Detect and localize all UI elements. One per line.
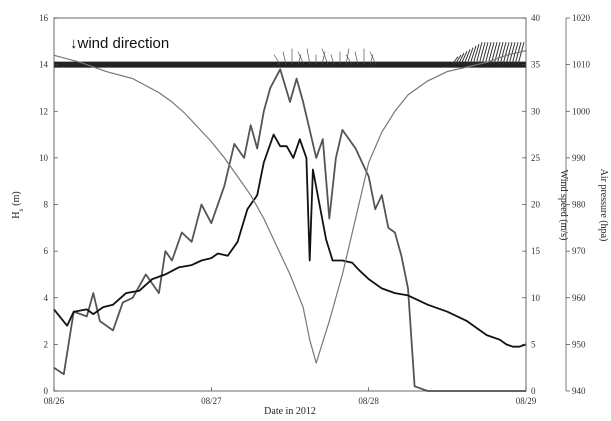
- wind-arrow: [297, 51, 305, 65]
- x-axis-title: Date in 2012: [264, 406, 316, 417]
- y-tick-label: 990: [572, 153, 586, 163]
- y-tick-label: 30: [531, 106, 541, 116]
- wind-arrow: [457, 52, 465, 65]
- y-tick-label: 15: [531, 246, 541, 256]
- wind-arrow: [354, 51, 359, 65]
- y-tick-label: 6: [44, 246, 49, 256]
- wind-arrow: [330, 54, 335, 65]
- annotation-wind-direction: ↓wind direction: [70, 35, 169, 52]
- y-tick-label: 14: [39, 60, 49, 70]
- y-tick-label: 960: [572, 293, 586, 303]
- y-tick-label: 20: [531, 200, 541, 210]
- y-tick-label: 940: [572, 386, 586, 396]
- wind-arrow: [451, 56, 459, 65]
- y-tick-label: 5: [531, 339, 536, 349]
- wind-arrow: [282, 51, 287, 65]
- wind-arrow: [273, 54, 281, 65]
- y-tick-label: 12: [39, 106, 48, 116]
- wind-arrow: [454, 54, 462, 65]
- left-axis-title-sub: s: [17, 208, 25, 211]
- left-axis-title: Hs (m): [11, 191, 25, 218]
- y-tick-label: 16: [39, 13, 49, 23]
- y-tick-label: 1020: [572, 13, 591, 23]
- wind-arrow: [475, 42, 483, 65]
- y-tick-label: 1010: [572, 60, 591, 70]
- wind-arrow: [321, 51, 326, 65]
- wind-arrow: [496, 42, 504, 65]
- x-axis: 08/26 08/27 08/28 08/29: [44, 387, 537, 406]
- wind-arrow: [481, 42, 489, 65]
- y-tick-label: 2: [44, 339, 49, 349]
- x-tick-label: 08/28: [358, 396, 379, 406]
- wind-direction-strip: [54, 61, 526, 68]
- y-tick-label: 40: [531, 13, 541, 23]
- left-axis-title-unit: (m): [11, 191, 22, 205]
- x-tick-label: 08/29: [516, 396, 537, 406]
- wind-arrow: [505, 42, 513, 65]
- y-tick-label: 8: [44, 200, 49, 210]
- wind-arrow: [478, 42, 486, 65]
- y-tick-label: 0: [531, 386, 536, 396]
- wind-speed-axis-title: Wind speed (m/s): [558, 170, 569, 241]
- y-tick-label: 10: [531, 293, 541, 303]
- series-line-right2: [53, 50, 527, 364]
- left-axis-title-main: H: [11, 211, 22, 218]
- series-line-right1: [53, 68, 526, 392]
- wind-arrow: [514, 42, 522, 65]
- pressure-axis: 940 950 960 970 980 990 1000 1010 1020: [565, 13, 591, 396]
- y-tick-label: 25: [531, 153, 541, 163]
- wind-arrow: [466, 47, 474, 65]
- wind-arrow: [517, 42, 525, 65]
- wind-direction-band: [54, 42, 526, 68]
- wind-arrow: [469, 45, 477, 65]
- wind-arrow: [306, 48, 311, 65]
- wind-arrow: [499, 42, 507, 65]
- wind-speed-axis: 0 5 10 15 20 25 30 35 40: [522, 13, 541, 396]
- y-tick-label: 970: [572, 246, 586, 256]
- wind-arrow: [460, 51, 468, 65]
- wind-arrow: [345, 54, 353, 65]
- series-line-left: [53, 133, 527, 348]
- wind-arrow: [484, 42, 492, 65]
- wind-arrow: [321, 48, 329, 65]
- wind-arrow: [463, 49, 471, 65]
- left-axis: 0 2 4 6 8 10 12 14 16: [39, 13, 58, 396]
- y-tick-label: 35: [531, 60, 541, 70]
- pressure-axis-title: Air pressure (hpa): [598, 169, 609, 242]
- x-tick-label: 08/27: [201, 396, 222, 406]
- wind-arrow: [369, 51, 377, 65]
- wind-arrow: [472, 43, 480, 65]
- wind-arrow: [502, 42, 510, 65]
- y-tick-label: 950: [572, 339, 586, 349]
- y-tick-label: 10: [39, 153, 49, 163]
- y-tick-label: 4: [44, 293, 49, 303]
- series-layer: [53, 50, 527, 392]
- x-tick-label: 08/26: [44, 396, 65, 406]
- y-tick-label: 0: [44, 386, 49, 396]
- y-tick-label: 1000: [572, 106, 591, 116]
- wind-arrow: [493, 42, 501, 65]
- y-tick-label: 980: [572, 200, 586, 210]
